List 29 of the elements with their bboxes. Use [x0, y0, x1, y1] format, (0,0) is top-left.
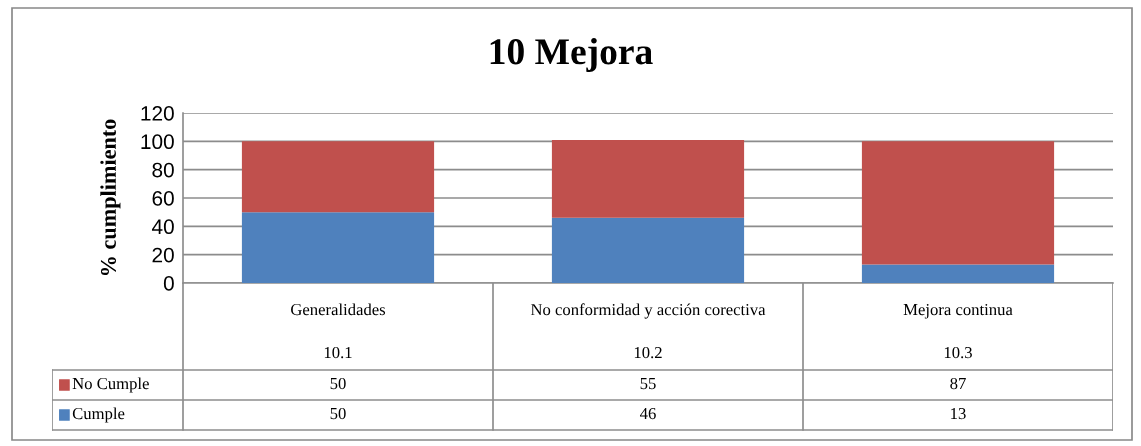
- chart-title: 10 Mejora: [490, 38, 653, 72]
- bar: [551, 217, 745, 283]
- legend-label: No Cumple: [72, 377, 149, 393]
- text: 10.3: [944, 346, 972, 359]
- data-label: 13: [951, 407, 966, 420]
- legend-label: Cumple: [72, 407, 125, 423]
- text: 10.1: [324, 346, 352, 359]
- y-tick-label: 0: [163, 276, 174, 291]
- data-label: 87: [950, 377, 966, 390]
- x-tick-label: Mejora continua: [903, 303, 1013, 319]
- bar: [861, 264, 1055, 283]
- data-label: 55: [640, 378, 656, 390]
- y-tick-label: 120: [141, 106, 174, 121]
- y-tick-label: 80: [152, 162, 174, 178]
- data-label: 50: [330, 407, 346, 420]
- data-label: 50: [330, 377, 346, 390]
- bar: [861, 141, 1055, 265]
- text: 10.2: [634, 346, 662, 359]
- y-axis-title: % cumplimiento: [100, 119, 121, 276]
- bar: [241, 141, 435, 213]
- y-tick-label: 40: [151, 219, 174, 235]
- y-tick-label: 20: [152, 247, 174, 263]
- x-tick-label: No conformidad y acción corectiva: [530, 303, 766, 319]
- y-tick-label: 60: [152, 191, 174, 206]
- y-tick-label: 100: [141, 134, 174, 150]
- bar: [241, 212, 435, 283]
- x-tick-label: Generalidades: [291, 303, 386, 316]
- bar: [551, 139, 745, 218]
- data-label: 46: [639, 407, 656, 420]
